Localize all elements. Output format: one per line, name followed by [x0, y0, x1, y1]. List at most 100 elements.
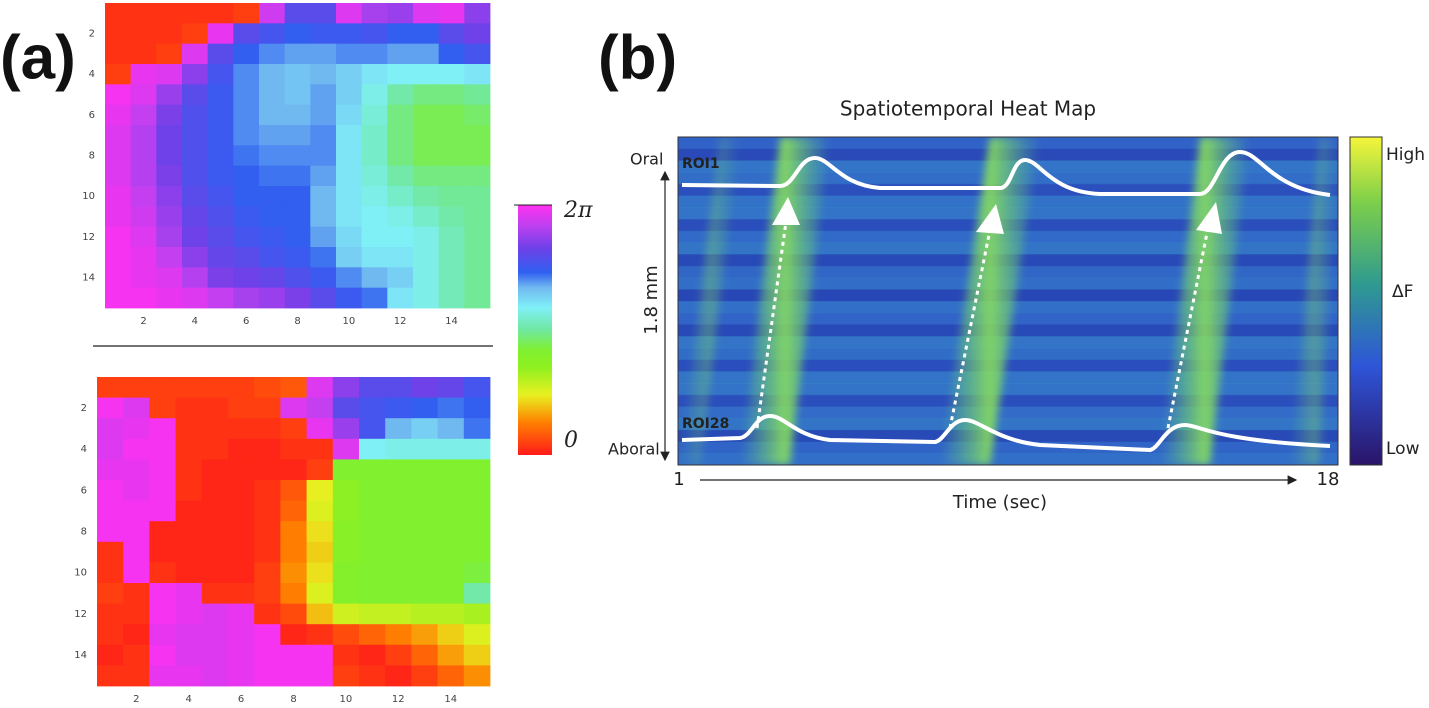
- heatmap-cell: [280, 583, 307, 604]
- heatmap-cell: [336, 125, 363, 146]
- heatmap-cell: [411, 541, 438, 563]
- heatmap-cell: [130, 104, 157, 126]
- heatmap-cell: [97, 541, 124, 563]
- heatmap-cell: [413, 43, 440, 65]
- heatmap-cell: [336, 186, 363, 207]
- heatmap-cell: [464, 206, 491, 228]
- heatmap-cell: [201, 603, 229, 625]
- heatmap-cell: [123, 665, 150, 687]
- heatmap-cell: [413, 186, 440, 207]
- heatmap-cell: [387, 84, 414, 106]
- x-tick-label: 12: [392, 694, 405, 704]
- heatmap-cell: [233, 104, 260, 126]
- heatmap-cell: [123, 521, 150, 543]
- heatmap-cell: [284, 206, 311, 228]
- heatmap-cell: [413, 165, 440, 187]
- heatmap-cell: [105, 145, 132, 167]
- heatmap-cell: [438, 64, 465, 85]
- heatmap-cell: [306, 521, 334, 543]
- heatmap-cell: [413, 145, 440, 167]
- heatmap-cell: [464, 3, 491, 24]
- heatmap-cell: [123, 397, 150, 419]
- heatmap-cell: [233, 206, 260, 228]
- heatmap-cell: [306, 624, 334, 646]
- heatmap-cell: [123, 377, 150, 398]
- heatmap-cell: [332, 438, 360, 460]
- heatmap-cell: [284, 226, 311, 248]
- panel-label: (a): [0, 23, 76, 92]
- heatmap-cell: [254, 459, 281, 481]
- heatmap-cell: [310, 104, 337, 126]
- heatmap-cell: [361, 125, 388, 146]
- heatmap-cell: [130, 43, 157, 65]
- heatmap-cell: [149, 480, 176, 501]
- heatmap-cell: [228, 562, 255, 584]
- waves: [680, 137, 1338, 465]
- heatmap-cell: [228, 521, 255, 543]
- heatmap-cell: [336, 145, 363, 167]
- heatmap-cell: [463, 500, 491, 522]
- x-tick-label: 2: [133, 694, 139, 704]
- heatmap-cell: [207, 165, 234, 187]
- heatmap-cell: [385, 583, 412, 604]
- heatmap-cell: [387, 186, 414, 207]
- heatmap-cell: [259, 3, 286, 24]
- colorbar-mid: ΔF: [1392, 282, 1413, 302]
- heatmap-cell: [464, 43, 491, 65]
- heatmap-cell: [233, 165, 260, 187]
- heatmap-cell: [105, 64, 132, 85]
- heatmap-cell: [207, 267, 234, 289]
- heatmap-cell: [336, 267, 363, 289]
- wave-arrow: [1166, 227, 1210, 429]
- heatmap-cell: [201, 459, 229, 481]
- heatmap-cell: [228, 500, 255, 522]
- heatmap-cell: [149, 418, 176, 440]
- x-tick-label: 10: [340, 694, 353, 704]
- heatmap-cell: [149, 377, 176, 398]
- heatmap-cell: [201, 438, 229, 460]
- x-tick-label: 12: [394, 316, 407, 327]
- heatmap-cell: [97, 583, 124, 604]
- y-tick-label: 4: [89, 69, 95, 80]
- heatmap-cell: [254, 624, 281, 646]
- heatmap-cell: [387, 247, 414, 268]
- heatmap-cell: [233, 267, 260, 289]
- heatmap-cell: [336, 84, 363, 106]
- heatmap-cell: [336, 64, 363, 85]
- heatmap-cell: [149, 500, 176, 522]
- x-tick-label: 14: [445, 316, 458, 327]
- heatmap-cell: [201, 562, 229, 584]
- heatmap-cell: [411, 665, 438, 687]
- heatmap-cell: [280, 644, 307, 666]
- heatmap-cell: [97, 438, 124, 460]
- colorbar-low: Low: [1386, 439, 1420, 459]
- panel-label: (b): [598, 23, 677, 92]
- heatmap-cell: [123, 541, 150, 563]
- heatmap-cell: [310, 64, 337, 85]
- heatmap-cell: [359, 500, 386, 522]
- x-tick-label: 4: [186, 694, 192, 704]
- heatmap-cell: [411, 644, 438, 666]
- heatmap-cell: [182, 84, 209, 106]
- aboral-label: Aboral: [608, 440, 660, 459]
- heatmap-cell: [437, 397, 465, 419]
- wave: [1160, 137, 1250, 465]
- heatmap-cell: [254, 438, 281, 460]
- map-row: [678, 347, 1338, 361]
- heatmap-cell: [280, 562, 307, 584]
- roi-label: ROI28: [682, 416, 729, 432]
- heatmap-cell: [254, 583, 281, 604]
- heatmap-cell: [385, 541, 412, 563]
- heatmap-cell: [280, 521, 307, 543]
- heatmap-cell: [254, 397, 281, 419]
- heatmap-cell: [182, 43, 209, 65]
- heatmap-cell: [464, 287, 491, 309]
- heatmap-cell: [359, 603, 386, 625]
- heatmap-cell: [156, 84, 183, 106]
- y-tick-label: 6: [89, 110, 95, 121]
- heatmap-cell: [464, 165, 491, 187]
- heatmap-cell: [464, 64, 491, 85]
- heatmap-cell: [336, 165, 363, 187]
- heatmap-cell: [259, 247, 286, 268]
- heatmap-cell: [254, 521, 281, 543]
